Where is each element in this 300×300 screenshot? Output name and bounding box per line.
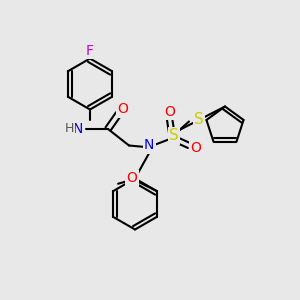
Text: O: O (118, 103, 128, 116)
Text: H: H (64, 122, 74, 136)
Text: S: S (169, 128, 179, 143)
Text: F: F (86, 44, 94, 58)
Text: N: N (144, 139, 154, 152)
Text: O: O (190, 142, 201, 155)
Text: O: O (127, 171, 138, 185)
Text: S: S (194, 112, 204, 128)
Text: N: N (73, 122, 83, 136)
Text: O: O (164, 105, 175, 119)
